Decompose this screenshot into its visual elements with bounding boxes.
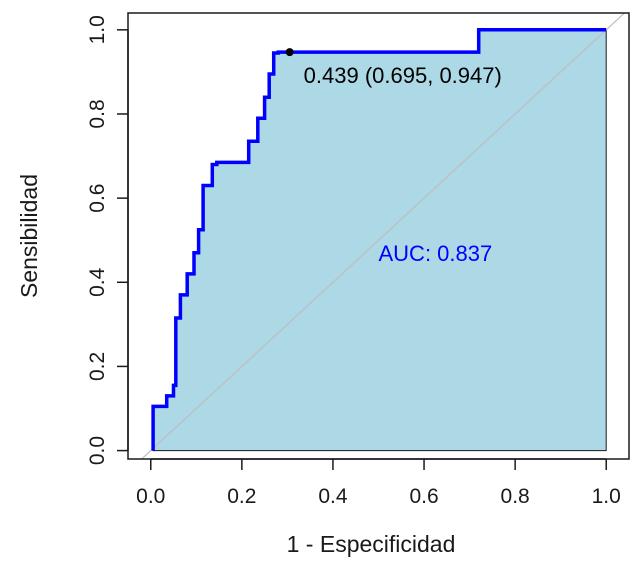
x-tick-label: 0.0 (136, 485, 165, 508)
y-tick-label: 1.0 (86, 15, 109, 44)
y-axis: 0.0 0.2 0.4 0.6 0.8 1.0 (86, 15, 129, 465)
reference-diagonal (140, 13, 626, 459)
threshold-label: 0.439 (0.695, 0.947) (304, 63, 502, 88)
x-tick-label: 1.0 (592, 485, 621, 508)
x-tick-label: 0.2 (227, 485, 256, 508)
best-threshold-point (285, 48, 294, 57)
y-tick-label: 0.4 (86, 267, 109, 297)
x-tick-label: 0.4 (318, 485, 348, 508)
y-axis-title: Sensibilidad (16, 174, 42, 298)
y-tick-label: 0.8 (86, 99, 109, 128)
x-axis: 0.0 0.2 0.4 0.6 0.8 1.0 (136, 458, 621, 508)
y-tick-label: 0.0 (86, 436, 109, 465)
x-tick-label: 0.8 (501, 485, 530, 508)
plot-area: 0.439 (0.695, 0.947) AUC: 0.837 (127, 12, 630, 460)
y-tick-label: 0.2 (86, 352, 109, 381)
roc-curve (151, 28, 607, 451)
auc-label: AUC: 0.837 (379, 241, 493, 266)
x-axis-title: 1 - Especificidad (287, 531, 456, 557)
y-tick-label: 0.6 (86, 184, 109, 213)
x-tick-label: 0.6 (409, 485, 438, 508)
